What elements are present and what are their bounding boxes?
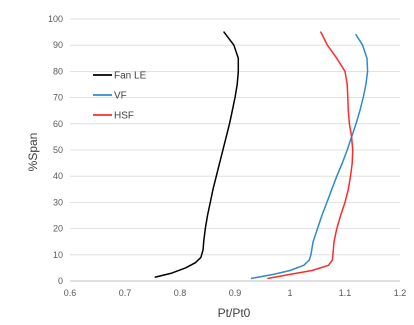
y-tick-label: 20 [53,224,63,234]
y-tick-label: 70 [53,93,63,103]
series-layer [154,31,369,280]
y-tick-label: 30 [53,197,63,207]
legend-label: VF [114,91,127,102]
series-line-vf [250,33,369,280]
x-tick-label: 0.7 [119,288,132,298]
y-tick-label: 10 [53,250,63,260]
x-tick-label: 0.8 [174,288,187,298]
y-tick-label: 90 [53,40,63,50]
grid-layer [70,18,400,256]
x-tick-label: 1 [287,288,292,298]
legend-label: Fan LE [114,71,147,82]
tick-labels: 0 10 20 30 40 50 60 70 80 90 100 0.6 0.7 0.8 0.9 1 1.1 1.… [48,14,406,298]
y-tick-label: 50 [53,145,63,155]
x-tick-label: 1.2 [394,288,407,298]
legend-label: HSF [114,111,134,122]
y-axis-title: %Span [26,133,40,172]
x-tick-label: 0.9 [229,288,242,298]
y-tick-label: 0 [58,276,63,286]
x-tick-label: 0.6 [64,288,77,298]
y-tick-label: 80 [53,66,63,76]
legend: Fan LE VF HSF [93,71,147,122]
series-line-fan-le [154,31,240,278]
y-tick-label: 40 [53,171,63,181]
series-line-hsf [267,31,354,280]
y-tick-label: 60 [53,119,63,129]
x-axis-title: Pt/Pt0 [218,306,251,320]
x-tick-label: 1.1 [339,288,352,298]
y-tick-label: 100 [48,14,63,24]
